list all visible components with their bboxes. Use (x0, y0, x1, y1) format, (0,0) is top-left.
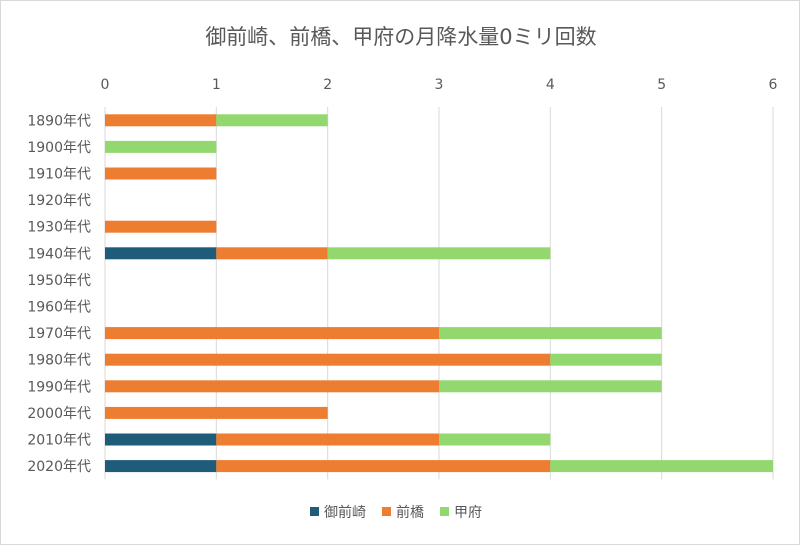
x-tick-label: 0 (101, 77, 110, 93)
y-tick-label: 1910年代 (27, 167, 91, 183)
bar-segment (105, 114, 217, 127)
y-tick-label: 1900年代 (27, 140, 91, 156)
bar-segment (216, 114, 328, 127)
legend-swatch (310, 507, 319, 516)
bar-segment (550, 460, 773, 473)
y-tick-label: 1970年代 (27, 326, 91, 342)
x-tick-label: 4 (546, 77, 555, 93)
bar-segment (105, 406, 328, 419)
y-tick-label: 1940年代 (27, 246, 91, 262)
bar-segment (105, 247, 217, 260)
y-tick-label: 2010年代 (27, 433, 91, 449)
y-tick-label: 1960年代 (27, 300, 91, 316)
bar-segment (327, 247, 551, 260)
bar-segment (105, 353, 551, 366)
legend-label: 甲府 (454, 505, 482, 521)
bar-segment (216, 433, 439, 446)
bar-segment (105, 327, 439, 340)
y-tick-label: 1980年代 (27, 353, 91, 369)
x-tick-label: 1 (212, 77, 221, 93)
bar-segment (105, 220, 217, 233)
y-tick-label: 2000年代 (27, 406, 91, 422)
x-tick-label: 6 (769, 77, 778, 93)
x-tick-label: 3 (435, 77, 444, 93)
bar-segment (439, 433, 551, 446)
y-tick-label: 1950年代 (27, 273, 91, 289)
legend-label: 前橋 (396, 504, 424, 521)
bar-segment (439, 327, 662, 340)
bar-segment (439, 380, 662, 393)
bar-segment (216, 460, 551, 473)
y-tick-label: 1930年代 (27, 220, 91, 236)
legend-swatch (440, 507, 449, 516)
legend-label: 御前崎 (324, 504, 366, 521)
bar-segment (105, 167, 217, 180)
bar-segment (105, 380, 439, 393)
bar-segment (105, 460, 217, 473)
bar-segment (105, 140, 217, 153)
bar-segment (550, 353, 662, 366)
y-tick-label: 1920年代 (27, 193, 91, 209)
bar-segment (105, 433, 217, 446)
legend-swatch (382, 507, 391, 516)
y-tick-label: 1990年代 (27, 379, 91, 395)
x-tick-label: 5 (657, 77, 666, 93)
y-tick-label: 1890年代 (27, 113, 91, 129)
chart-title: 御前崎、前橋、甲府の月降水量0ミリ回数 (205, 25, 597, 49)
x-tick-label: 2 (323, 77, 332, 93)
y-tick-label: 2020年代 (27, 459, 91, 475)
bar-segment (216, 247, 328, 260)
